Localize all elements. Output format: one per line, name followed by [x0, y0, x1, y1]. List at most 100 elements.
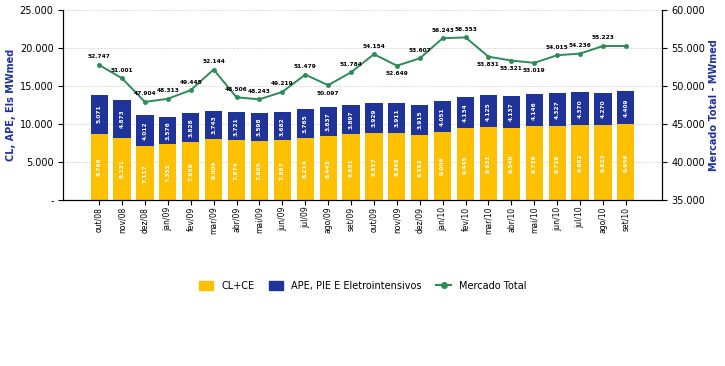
Text: 8.443: 8.443 — [326, 159, 331, 178]
Y-axis label: Mercado Total - MWmed: Mercado Total - MWmed — [710, 39, 719, 171]
Text: 9.445: 9.445 — [463, 155, 468, 174]
Text: 9.956: 9.956 — [624, 153, 629, 172]
Legend: CL+CE, APE, PIE E Eletrointensivos, Mercado Total: CL+CE, APE, PIE E Eletrointensivos, Merc… — [195, 277, 530, 295]
Bar — [228, 140, 245, 201]
Text: 3.576: 3.576 — [165, 121, 170, 140]
Bar — [594, 126, 612, 201]
Text: 55.223: 55.223 — [592, 36, 614, 41]
Bar — [182, 113, 199, 142]
Bar — [549, 126, 566, 201]
Bar — [297, 138, 314, 201]
Text: 3.915: 3.915 — [418, 111, 422, 129]
Text: 7.117: 7.117 — [142, 164, 147, 183]
Bar — [571, 125, 589, 201]
Text: 7.887: 7.887 — [280, 161, 285, 180]
Bar — [251, 141, 268, 201]
Bar — [480, 127, 497, 201]
Text: 3.721: 3.721 — [234, 117, 239, 135]
Text: 3.837: 3.837 — [326, 112, 331, 131]
Bar — [136, 146, 154, 201]
Text: 52.747: 52.747 — [88, 55, 110, 59]
Text: 4.146: 4.146 — [531, 101, 536, 120]
Bar — [320, 107, 336, 136]
Text: 8.766: 8.766 — [96, 158, 102, 176]
Text: 8.214: 8.214 — [303, 160, 307, 179]
Text: 52.649: 52.649 — [386, 71, 408, 76]
Text: 8.231: 8.231 — [120, 160, 125, 178]
Bar — [205, 139, 223, 201]
Text: 4.051: 4.051 — [440, 107, 445, 126]
Text: 8.857: 8.857 — [371, 157, 376, 176]
Bar — [113, 100, 130, 138]
Text: 51.784: 51.784 — [339, 62, 362, 67]
Text: 9.736: 9.736 — [531, 154, 536, 173]
Bar — [320, 136, 336, 201]
Text: 9.008: 9.008 — [440, 157, 445, 175]
Bar — [434, 101, 451, 132]
Bar — [228, 112, 245, 140]
Bar — [571, 92, 589, 125]
Text: 8.651: 8.651 — [349, 158, 354, 177]
Text: 54.236: 54.236 — [568, 43, 592, 48]
Bar — [502, 96, 520, 128]
Bar — [297, 109, 314, 138]
Text: 3.682: 3.682 — [280, 117, 285, 135]
Bar — [617, 91, 634, 124]
Text: 48.506: 48.506 — [225, 87, 248, 92]
Text: 49.219: 49.219 — [271, 81, 294, 86]
Bar — [549, 93, 566, 126]
Text: 9.540: 9.540 — [509, 155, 514, 173]
Text: 56.243: 56.243 — [431, 28, 454, 33]
Bar — [91, 134, 108, 201]
Bar — [274, 140, 291, 201]
Text: 4.270: 4.270 — [600, 100, 605, 119]
Text: 7.658: 7.658 — [188, 162, 194, 180]
Bar — [160, 117, 176, 144]
Bar — [389, 133, 405, 201]
Text: 48.313: 48.313 — [157, 88, 179, 93]
Bar — [457, 128, 474, 201]
Text: 8.582: 8.582 — [418, 158, 422, 177]
Y-axis label: CL, APE, EIs MWmed: CL, APE, EIs MWmed — [6, 49, 15, 161]
Bar — [113, 138, 130, 201]
Text: 51.001: 51.001 — [111, 68, 133, 73]
Text: 7.352: 7.352 — [165, 163, 170, 182]
Bar — [365, 103, 383, 133]
Text: 53.607: 53.607 — [408, 48, 431, 53]
Text: 50.097: 50.097 — [317, 91, 339, 96]
Text: 5.071: 5.071 — [96, 105, 102, 123]
Text: 9.823: 9.823 — [600, 154, 605, 172]
Text: 4.409: 4.409 — [624, 98, 629, 117]
Text: 56.353: 56.353 — [454, 27, 477, 32]
Text: 53.019: 53.019 — [523, 68, 546, 74]
Text: 54.154: 54.154 — [362, 44, 386, 49]
Text: 3.929: 3.929 — [371, 109, 376, 127]
Text: 3.897: 3.897 — [349, 110, 354, 129]
Text: 9.862: 9.862 — [578, 153, 583, 172]
Text: 7.874: 7.874 — [234, 161, 239, 180]
Text: 4.125: 4.125 — [486, 102, 491, 120]
Text: 47.904: 47.904 — [133, 92, 156, 96]
Text: 51.479: 51.479 — [294, 64, 317, 69]
Text: 49.445: 49.445 — [179, 79, 202, 85]
Text: 4.137: 4.137 — [509, 102, 514, 121]
Text: 54.015: 54.015 — [546, 45, 568, 50]
Bar — [411, 135, 428, 201]
Text: 4.134: 4.134 — [463, 103, 468, 122]
Text: 3.743: 3.743 — [211, 116, 216, 134]
Text: 3.911: 3.911 — [394, 109, 399, 127]
Text: 9.729: 9.729 — [555, 154, 560, 172]
Text: 48.243: 48.243 — [248, 89, 271, 94]
Bar — [274, 112, 291, 140]
Bar — [526, 94, 543, 126]
Text: 4.012: 4.012 — [142, 122, 147, 140]
Bar — [457, 97, 474, 128]
Bar — [365, 133, 383, 201]
Bar — [389, 103, 405, 133]
Text: 8.865: 8.865 — [394, 157, 399, 176]
Bar — [342, 105, 360, 134]
Bar — [617, 124, 634, 201]
Text: 3.598: 3.598 — [257, 118, 262, 137]
Text: 4.327: 4.327 — [555, 100, 560, 119]
Bar — [205, 111, 223, 139]
